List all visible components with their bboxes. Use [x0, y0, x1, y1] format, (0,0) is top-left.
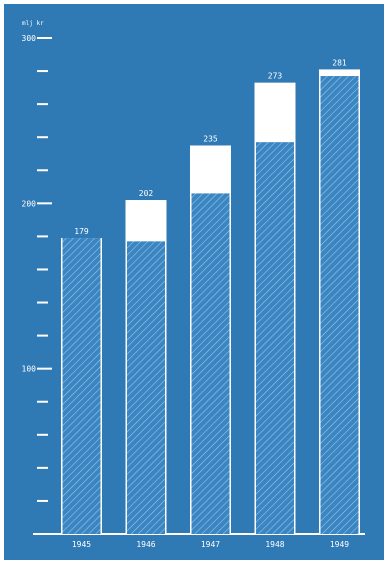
bar-hatched	[320, 76, 359, 534]
bar-value-label: 281	[332, 58, 347, 67]
x-tick-label: 1949	[330, 540, 349, 549]
bar-value-label: 235	[203, 134, 218, 143]
bar-hatched	[62, 238, 101, 534]
y-tick-label: 200	[22, 199, 37, 208]
bar-value-label: 273	[268, 72, 283, 81]
y-tick-label: 300	[22, 34, 37, 43]
y-tick-label: 100	[22, 365, 37, 374]
bar-value-label: 202	[139, 189, 154, 198]
x-tick-label: 1948	[265, 540, 284, 549]
bar-value-label: 179	[74, 227, 89, 236]
x-tick-label: 1945	[72, 540, 91, 549]
bar-hatched	[191, 193, 230, 534]
bar-hatched	[127, 241, 165, 535]
unit-label: mlj kr	[22, 20, 44, 27]
x-tick-label: 1946	[136, 540, 155, 549]
x-tick-label: 1947	[201, 540, 220, 549]
bar-hatched	[256, 142, 294, 534]
